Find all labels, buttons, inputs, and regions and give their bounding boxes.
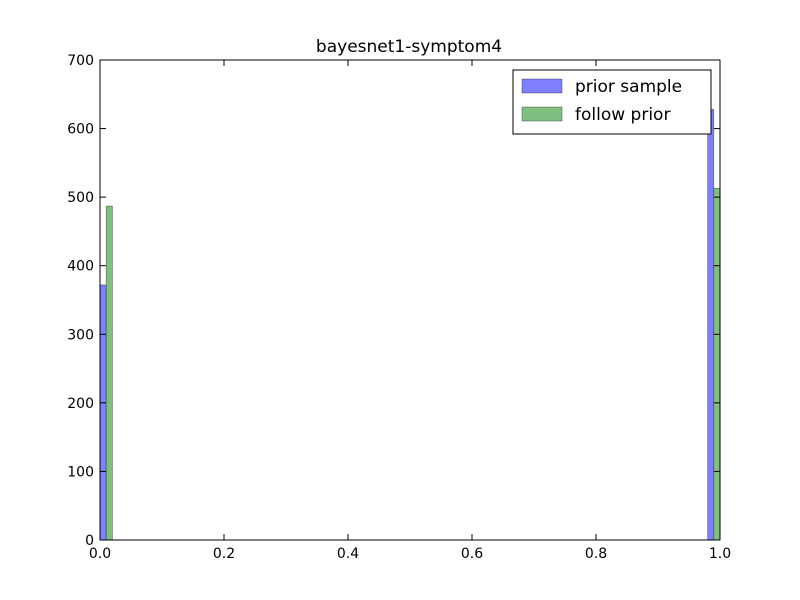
legend-label-1: follow prior bbox=[575, 105, 670, 125]
x-tick-label: 1.0 bbox=[709, 546, 731, 562]
legend-swatch-1 bbox=[521, 106, 563, 122]
chart-title: bayesnet1-symptom4 bbox=[316, 37, 502, 57]
legend-swatch-0 bbox=[521, 78, 563, 94]
y-tick-label: 700 bbox=[67, 53, 94, 69]
bar-series1-bin1 bbox=[713, 187, 721, 541]
bar-series0-bin1 bbox=[707, 109, 715, 541]
x-tick-label: 0.8 bbox=[585, 546, 607, 562]
y-tick-label: 400 bbox=[67, 259, 94, 275]
axis-ticks: 0.0 0.2 0.4 0.6 0.8 1.0 0 100 200 300 400 500 600 700 bbox=[67, 53, 731, 562]
legend-label-0: prior sample bbox=[575, 77, 682, 97]
bar-series0-bin0 bbox=[99, 284, 107, 541]
y-tick-label: 300 bbox=[67, 327, 94, 343]
x-tick-label: 0.4 bbox=[337, 546, 359, 562]
x-tick-label: 0.0 bbox=[89, 546, 111, 562]
y-tick-label: 0 bbox=[85, 533, 94, 549]
x-tick-label: 0.6 bbox=[461, 546, 483, 562]
y-tick-label: 200 bbox=[67, 396, 94, 412]
y-tick-label: 600 bbox=[67, 122, 94, 138]
x-tick-label: 0.2 bbox=[213, 546, 235, 562]
bar-series1-bin0 bbox=[105, 205, 113, 541]
legend: prior sample follow prior bbox=[512, 69, 712, 135]
plot-area-frame bbox=[99, 59, 721, 541]
y-tick-label: 100 bbox=[67, 464, 94, 480]
bars-layer bbox=[99, 109, 721, 541]
y-tick-label: 500 bbox=[67, 190, 94, 206]
